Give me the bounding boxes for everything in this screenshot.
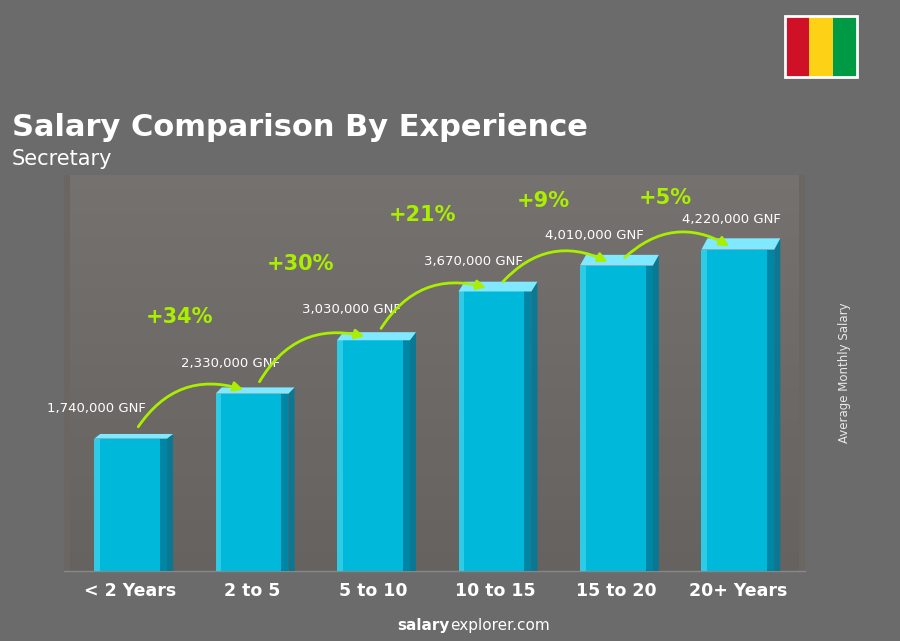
Bar [281,394,289,571]
Bar [94,438,167,571]
Text: salary: salary [398,619,450,633]
Bar [338,340,410,571]
Bar [94,438,100,571]
Text: 4,010,000 GNF: 4,010,000 GNF [545,229,644,242]
Bar [701,249,774,571]
Polygon shape [701,238,780,249]
Polygon shape [774,238,780,571]
Bar [402,340,410,571]
Bar [701,249,707,571]
Text: +5%: +5% [638,188,691,208]
Text: explorer.com: explorer.com [450,619,550,633]
Bar [645,265,652,571]
Bar [580,265,652,571]
Text: +30%: +30% [267,254,335,274]
Bar [458,292,531,571]
Bar [580,265,586,571]
Text: Salary Comparison By Experience: Salary Comparison By Experience [12,113,588,142]
Polygon shape [338,332,416,340]
Polygon shape [289,387,294,571]
Bar [216,394,221,571]
Polygon shape [94,434,173,438]
Text: Average Monthly Salary: Average Monthly Salary [838,303,850,444]
Polygon shape [458,281,537,292]
Text: +21%: +21% [388,205,455,225]
Text: +9%: +9% [517,192,570,212]
Bar [767,249,774,571]
Polygon shape [410,332,416,571]
Text: 3,030,000 GNF: 3,030,000 GNF [302,303,401,317]
Bar [458,292,464,571]
Text: Secretary: Secretary [12,149,112,169]
Polygon shape [167,434,173,571]
Bar [160,438,167,571]
Polygon shape [531,281,537,571]
Bar [338,340,343,571]
Polygon shape [652,255,659,571]
Text: +34%: +34% [146,307,213,327]
Text: 2,330,000 GNF: 2,330,000 GNF [181,357,280,370]
Text: 3,670,000 GNF: 3,670,000 GNF [424,254,523,268]
Text: 4,220,000 GNF: 4,220,000 GNF [682,213,781,226]
Polygon shape [216,387,294,394]
Bar [216,394,289,571]
Text: 1,740,000 GNF: 1,740,000 GNF [47,402,146,415]
Bar [524,292,531,571]
Polygon shape [580,255,659,265]
